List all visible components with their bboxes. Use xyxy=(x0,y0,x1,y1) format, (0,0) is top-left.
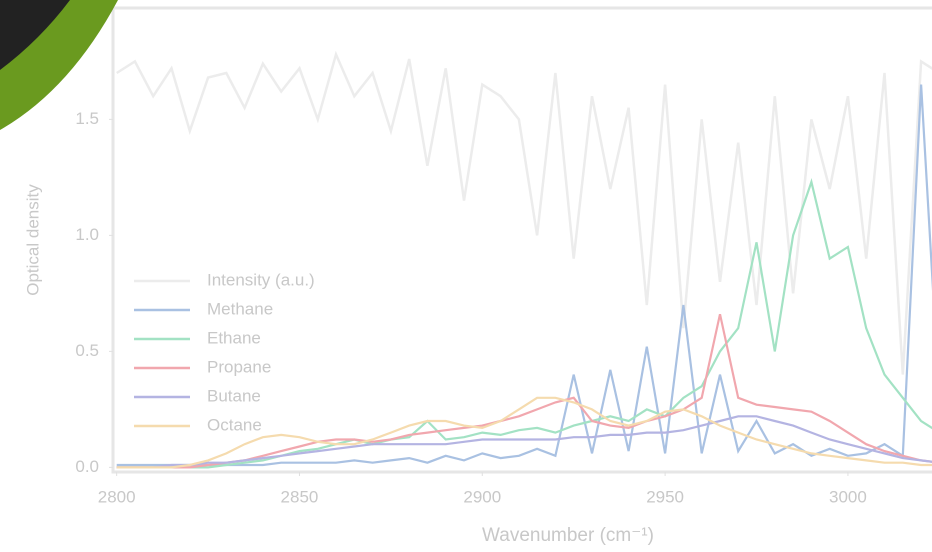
legend-label: Methane xyxy=(207,299,273,318)
y-tick-label: 0.0 xyxy=(75,457,99,476)
x-tick-label: 2800 xyxy=(98,487,136,506)
x-tick-label: 3000 xyxy=(829,487,867,506)
x-tick-label: 2950 xyxy=(646,487,684,506)
y-axis-label: Optical density xyxy=(23,184,42,296)
y-tick-label: 0.5 xyxy=(75,341,99,360)
x-axis-label: Wavenumber (cm⁻¹) xyxy=(482,525,654,546)
legend-label: Intensity (a.u.) xyxy=(207,270,315,289)
legend-label: Butane xyxy=(207,386,261,405)
y-tick-label: 1.0 xyxy=(75,225,99,244)
y-tick-label: 1.5 xyxy=(75,109,99,128)
x-tick-label: 2900 xyxy=(463,487,501,506)
legend-label: Octane xyxy=(207,415,262,434)
chart: Optical density Wavenumber (cm⁻¹) Intens… xyxy=(0,0,932,552)
x-tick-label: 2850 xyxy=(281,487,319,506)
legend-label: Ethane xyxy=(207,328,261,347)
legend-label: Propane xyxy=(207,357,271,376)
